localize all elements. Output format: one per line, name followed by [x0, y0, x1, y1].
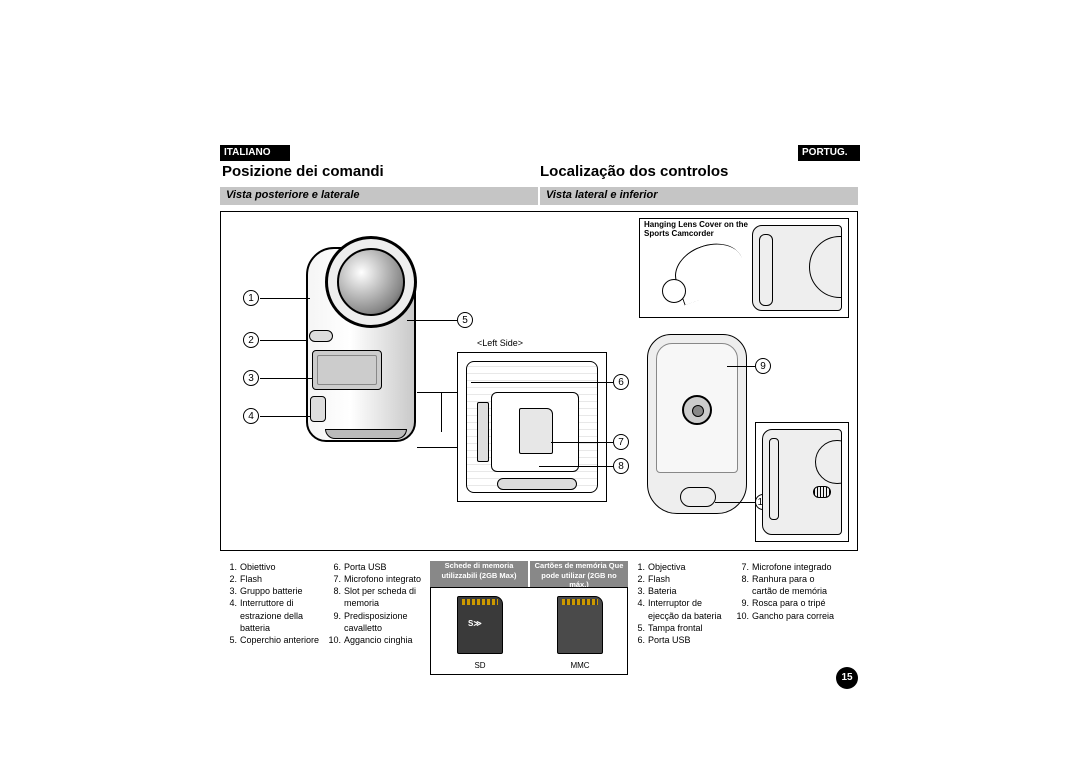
list-item: 5.Tampa frontal [632, 622, 732, 634]
callout-9: 9 [755, 358, 771, 374]
legend-italian-col1: 1.Obiettivo 2.Flash 3.Gruppo batterie 4.… [224, 561, 324, 646]
tripod-socket [682, 395, 712, 425]
list-item: 2.Flash [632, 573, 732, 585]
side-panel-inset [457, 352, 607, 502]
lang-right-label: PORTUG. [798, 145, 860, 160]
callout-4: 4 [243, 408, 259, 424]
list-item: 10.Gancho para correia [736, 610, 836, 622]
list-item: 8.Ranhura para o cartão de memória [736, 573, 836, 597]
list-item: 3.Bateria [632, 585, 732, 597]
list-item: 3.Gruppo batterie [224, 585, 324, 597]
leader [260, 416, 310, 417]
side-panel-body [466, 361, 598, 493]
list-item: 4.Interruttore di estrazione della batte… [224, 597, 324, 633]
list-item: 6.Porta USB [328, 561, 428, 573]
sd-card-icon: S≫ [457, 596, 503, 654]
camera-base [325, 429, 407, 439]
subtitle-left-bar: Vista posteriore e laterale [220, 187, 538, 205]
hanging-cover-inset: Hanging Lens Cover on the Sports Camcord… [639, 218, 849, 318]
leader [441, 392, 442, 432]
callout-1: 1 [243, 290, 259, 306]
battery-eject [310, 396, 326, 422]
lens-cap [662, 279, 686, 303]
list-item: 4.Interruptor de ejecção da bateria [632, 597, 732, 621]
sd-logo: S≫ [468, 619, 494, 639]
callout-8: 8 [613, 458, 629, 474]
list-item: 6.Porta USB [632, 634, 732, 646]
page-number: 15 [836, 667, 858, 689]
mem-header-left-l1: Schede di memoria [430, 561, 528, 571]
leader [417, 392, 457, 393]
title-portuguese: Localização dos controlos [540, 163, 728, 180]
mem-header-left: Schede di memoria utilizzabili (2GB Max) [430, 561, 528, 587]
list-item: 9.Predisposizione cavalletto [328, 610, 428, 634]
leader [727, 366, 755, 367]
lang-left-label: ITALIANO [220, 145, 290, 160]
subtitle-left: Vista posteriore e laterale [220, 187, 538, 203]
mic-inset [755, 422, 849, 542]
camera-front-view [281, 222, 441, 462]
title-row: Posizione dei comandi Localização dos co… [220, 163, 860, 185]
legend-portuguese-col2: 7.Microfone integrado 8.Ranhura para o c… [736, 561, 836, 622]
side-panel-label: <Left Side> [477, 338, 523, 348]
leader [260, 378, 312, 379]
leader [551, 442, 613, 443]
leader [471, 382, 613, 383]
title-italian: Posizione dei comandi [222, 163, 384, 180]
list-item: 7.Microfone integrado [736, 561, 836, 573]
subtitle-right: Vista lateral e inferior [540, 187, 858, 203]
hanging-cover-caption: Hanging Lens Cover on the Sports Camcord… [644, 221, 754, 239]
leader [715, 502, 755, 503]
list-item: 10.Aggancio cinghia [328, 634, 428, 646]
list-item: 1.Objectiva [632, 561, 732, 573]
list-item: 8.Slot per scheda di memoria [328, 585, 428, 609]
lens [337, 248, 405, 316]
battery-pack [312, 350, 382, 390]
list-item: 7.Microfono integrato [328, 573, 428, 585]
legend-portuguese-col1: 1.Objectiva 2.Flash 3.Bateria 4.Interrup… [632, 561, 732, 646]
memory-cards-box: Schede di memoria utilizzabili (2GB Max)… [430, 561, 628, 677]
lang-tab-left: ITALIANO [220, 145, 290, 161]
list-item: 2.Flash [224, 573, 324, 585]
legend-italian-col2: 6.Porta USB 7.Microfono integrato 8.Slot… [328, 561, 428, 646]
sd-label: SD [457, 661, 503, 670]
list-item: 9.Rosca para o tripé [736, 597, 836, 609]
mmc-label: MMC [557, 661, 603, 670]
mic-inset-lens [815, 440, 842, 484]
mem-header-right-l1: Cartões de memória Que [530, 561, 628, 571]
list-item: 1.Obiettivo [224, 561, 324, 573]
callout-5: 5 [457, 312, 473, 328]
leader [539, 466, 613, 467]
lang-tab-right: PORTUG. [798, 145, 860, 161]
mic-grille [813, 486, 831, 498]
leader [417, 447, 457, 448]
usb-port [477, 402, 489, 462]
hanging-camera [752, 225, 842, 311]
memory-card-in-slot [519, 408, 553, 454]
camera-bottom-view [647, 334, 747, 514]
flash [309, 330, 333, 342]
mem-body: S≫ SD MMC [430, 587, 628, 675]
manual-page: ITALIANO PORTUG. Posizione dei comandi L… [220, 145, 860, 685]
leader [260, 298, 310, 299]
mem-header-right: Cartões de memória Que pode utilizar (2G… [530, 561, 628, 587]
mmc-card-icon [557, 596, 603, 654]
callout-7: 7 [613, 434, 629, 450]
mem-header-left-l2: utilizzabili (2GB Max) [430, 571, 528, 581]
callout-2: 2 [243, 332, 259, 348]
leader [260, 340, 308, 341]
leader [407, 320, 457, 321]
callout-6: 6 [613, 374, 629, 390]
strap-hook [680, 487, 716, 507]
strap-hook-area [497, 478, 577, 490]
callout-3: 3 [243, 370, 259, 386]
subtitle-row: Vista posteriore e laterale Vista latera… [220, 187, 860, 205]
subtitle-right-bar: Vista lateral e inferior [540, 187, 858, 205]
list-item: 5.Coperchio anteriore [224, 634, 324, 646]
diagram-box: 1 2 3 4 5 <Left Side> 6 7 8 [220, 211, 858, 551]
mic-inset-camera [762, 429, 842, 535]
